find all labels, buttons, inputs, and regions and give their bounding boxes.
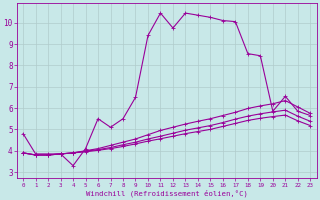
X-axis label: Windchill (Refroidissement éolien,°C): Windchill (Refroidissement éolien,°C) [86,189,248,197]
